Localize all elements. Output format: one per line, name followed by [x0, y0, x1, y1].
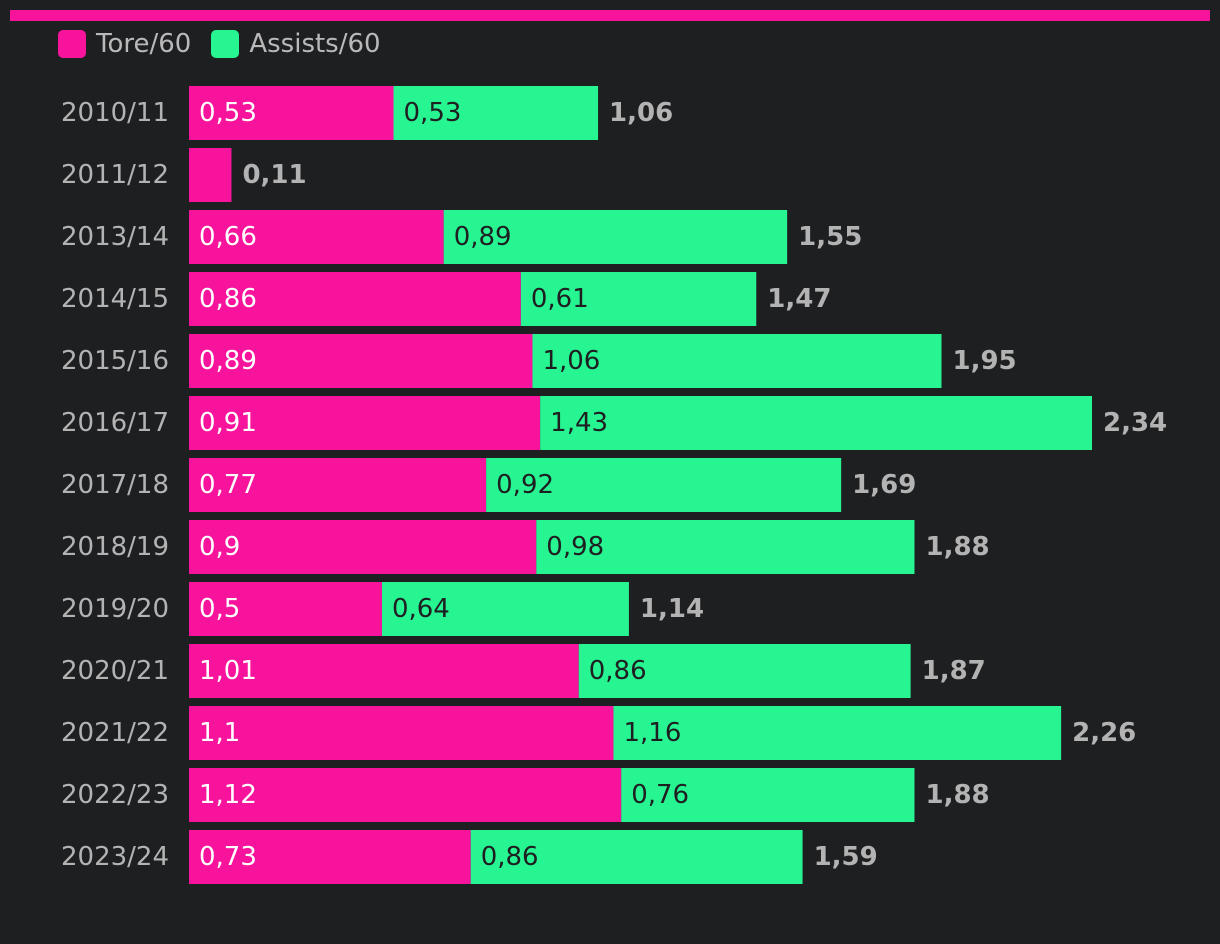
bar-segment-tore[interactable]: [189, 830, 471, 884]
bar-segment-tore[interactable]: [189, 644, 579, 698]
data-label-assists: 0,86: [589, 656, 647, 686]
legend-label-assists: Assists/60: [249, 29, 381, 59]
data-label-assists: 0,92: [496, 470, 554, 500]
bar-segment-assists[interactable]: [443, 210, 788, 264]
legend-label-tore: Tore/60: [96, 29, 192, 59]
bar-segment-assists[interactable]: [613, 706, 1062, 760]
legend-swatch-tore: [58, 30, 86, 58]
data-label-tore: 0,73: [199, 842, 257, 872]
data-label-assists: 0,53: [404, 98, 462, 128]
total-label: 1,06: [609, 98, 673, 128]
total-label: 2,34: [1103, 408, 1167, 438]
bar-segment-tore[interactable]: [189, 458, 487, 512]
data-label-assists: 0,86: [481, 842, 539, 872]
data-label-tore: 0,5: [199, 594, 240, 624]
category-label: 2020/21: [61, 656, 169, 686]
chart-legend: Tore/60 Assists/60: [58, 28, 401, 60]
total-label: 1,47: [767, 284, 831, 314]
category-label: 2015/16: [61, 346, 169, 376]
bar-segment-assists[interactable]: [540, 396, 1092, 450]
bar-segment-tore[interactable]: [189, 706, 614, 760]
bar-segment-tore[interactable]: [189, 272, 521, 326]
total-label: 2,26: [1072, 718, 1136, 748]
category-label: 2023/24: [61, 842, 169, 872]
data-label-tore: 1,1: [199, 718, 240, 748]
category-label: 2018/19: [61, 532, 169, 562]
data-label-tore: 0,89: [199, 346, 257, 376]
data-label-tore: 1,12: [199, 780, 257, 810]
total-label: 1,88: [925, 532, 989, 562]
data-label-tore: 0,66: [199, 222, 257, 252]
accent-top-bar: [10, 10, 1210, 21]
bar-segment-assists[interactable]: [520, 272, 757, 326]
bar-segment-assists[interactable]: [393, 86, 599, 140]
data-label-tore: 0,9: [199, 532, 240, 562]
bar-segment-assists[interactable]: [470, 830, 803, 884]
bar-segment-tore[interactable]: [189, 520, 537, 574]
data-label-tore: 1,01: [199, 656, 257, 686]
legend-item-tore[interactable]: Tore/60: [58, 29, 191, 59]
total-label: 1,69: [852, 470, 916, 500]
category-label: 2021/22: [61, 718, 169, 748]
data-label-tore: 0,77: [199, 470, 257, 500]
bar-segment-tore[interactable]: [189, 768, 622, 822]
total-label: 1,88: [925, 780, 989, 810]
bar-segment-tore[interactable]: [189, 334, 533, 388]
bar-segment-tore[interactable]: [189, 86, 394, 140]
category-label: 2017/18: [61, 470, 169, 500]
bar-segment-tore[interactable]: [189, 210, 444, 264]
category-label: 2010/11: [61, 98, 169, 128]
category-label: 2014/15: [61, 284, 169, 314]
total-label: 1,55: [798, 222, 862, 252]
bar-segment-assists[interactable]: [381, 582, 629, 636]
data-label-assists: 1,43: [550, 408, 608, 438]
total-label: 1,14: [640, 594, 704, 624]
category-label: 2022/23: [61, 780, 169, 810]
data-label-tore: 0,86: [199, 284, 257, 314]
bar-segment-assists[interactable]: [621, 768, 915, 822]
total-label: 0,11: [242, 160, 306, 190]
bar-segment-tore[interactable]: [189, 396, 541, 450]
legend-item-assists[interactable]: Assists/60: [211, 29, 381, 59]
category-label: 2013/14: [61, 222, 169, 252]
bar-segment-assists[interactable]: [578, 644, 911, 698]
data-label-assists: 0,89: [454, 222, 512, 252]
data-label-assists: 0,98: [546, 532, 604, 562]
total-label: 1,59: [814, 842, 878, 872]
bar-segment-assists[interactable]: [536, 520, 915, 574]
category-label: 2019/20: [61, 594, 169, 624]
data-label-assists: 0,61: [531, 284, 589, 314]
category-label: 2011/12: [61, 160, 169, 190]
total-label: 1,87: [922, 656, 986, 686]
category-label: 2016/17: [61, 408, 169, 438]
bar-segment-tore[interactable]: [189, 148, 232, 202]
data-label-tore: 0,91: [199, 408, 257, 438]
total-label: 1,95: [953, 346, 1017, 376]
data-label-assists: 1,16: [623, 718, 681, 748]
data-label-assists: 1,06: [542, 346, 600, 376]
bar-segment-assists[interactable]: [486, 458, 842, 512]
data-label-tore: 0,53: [199, 98, 257, 128]
data-label-assists: 0,76: [631, 780, 689, 810]
legend-swatch-assists: [211, 30, 240, 58]
data-label-assists: 0,64: [392, 594, 450, 624]
bar-segment-tore[interactable]: [189, 582, 382, 636]
bar-segment-assists[interactable]: [532, 334, 942, 388]
